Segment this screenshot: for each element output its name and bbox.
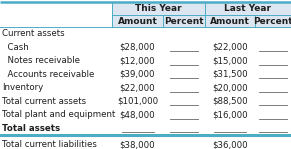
Text: $38,000: $38,000: [120, 140, 155, 149]
Text: $22,000: $22,000: [212, 43, 248, 52]
Text: Current assets: Current assets: [2, 29, 65, 38]
Bar: [112, 2, 291, 27]
Text: $88,500: $88,500: [212, 97, 248, 106]
Text: $20,000: $20,000: [212, 83, 248, 92]
Text: $28,000: $28,000: [120, 43, 155, 52]
Text: $12,000: $12,000: [120, 56, 155, 65]
Text: Cash: Cash: [2, 43, 29, 52]
Text: $16,000: $16,000: [212, 110, 248, 119]
Text: $22,000: $22,000: [120, 83, 155, 92]
Text: Total current assets: Total current assets: [2, 97, 86, 106]
Text: Percent: Percent: [164, 17, 204, 25]
Text: $101,000: $101,000: [117, 97, 158, 106]
Text: Total current liabilities: Total current liabilities: [2, 140, 97, 149]
Text: Accounts receivable: Accounts receivable: [2, 70, 94, 79]
Text: $48,000: $48,000: [120, 110, 155, 119]
Text: Last Year: Last Year: [224, 4, 272, 13]
Text: Total assets: Total assets: [2, 124, 60, 133]
Text: Total plant and equipment: Total plant and equipment: [2, 110, 115, 119]
Text: $15,000: $15,000: [212, 56, 248, 65]
Text: $31,500: $31,500: [212, 70, 248, 79]
Text: $36,000: $36,000: [212, 140, 248, 149]
Text: Inventory: Inventory: [2, 83, 43, 92]
Text: Notes receivable: Notes receivable: [2, 56, 80, 65]
Text: Percent: Percent: [253, 17, 291, 25]
Text: Amount: Amount: [210, 17, 250, 25]
Text: Amount: Amount: [118, 17, 157, 25]
Text: This Year: This Year: [135, 4, 182, 13]
Text: $39,000: $39,000: [120, 70, 155, 79]
